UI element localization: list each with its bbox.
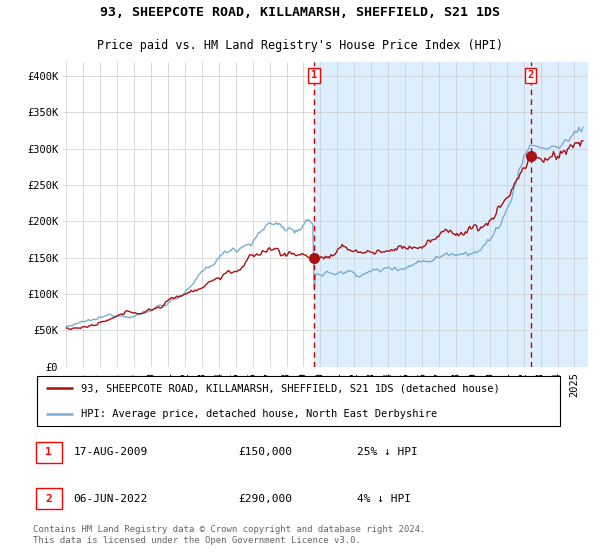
Text: Price paid vs. HM Land Registry's House Price Index (HPI): Price paid vs. HM Land Registry's House … — [97, 39, 503, 53]
Text: Contains HM Land Registry data © Crown copyright and database right 2024.
This d: Contains HM Land Registry data © Crown c… — [33, 525, 425, 545]
FancyBboxPatch shape — [37, 376, 560, 426]
Text: 06-JUN-2022: 06-JUN-2022 — [74, 494, 148, 503]
Text: £150,000: £150,000 — [238, 447, 292, 458]
FancyBboxPatch shape — [36, 442, 62, 463]
Text: 93, SHEEPCOTE ROAD, KILLAMARSH, SHEFFIELD, S21 1DS: 93, SHEEPCOTE ROAD, KILLAMARSH, SHEFFIEL… — [100, 6, 500, 20]
Text: 17-AUG-2009: 17-AUG-2009 — [74, 447, 148, 458]
Bar — [314, 62, 600, 367]
Text: HPI: Average price, detached house, North East Derbyshire: HPI: Average price, detached house, Nort… — [81, 409, 437, 418]
Text: 4% ↓ HPI: 4% ↓ HPI — [357, 494, 411, 503]
Text: 93, SHEEPCOTE ROAD, KILLAMARSH, SHEFFIELD, S21 1DS (detached house): 93, SHEEPCOTE ROAD, KILLAMARSH, SHEFFIEL… — [81, 384, 500, 393]
Text: 25% ↓ HPI: 25% ↓ HPI — [357, 447, 418, 458]
Text: 2: 2 — [45, 494, 52, 503]
Text: 1: 1 — [311, 71, 317, 80]
Text: 1: 1 — [45, 447, 52, 458]
FancyBboxPatch shape — [36, 488, 62, 509]
Text: £290,000: £290,000 — [238, 494, 292, 503]
Text: 2: 2 — [527, 71, 534, 80]
